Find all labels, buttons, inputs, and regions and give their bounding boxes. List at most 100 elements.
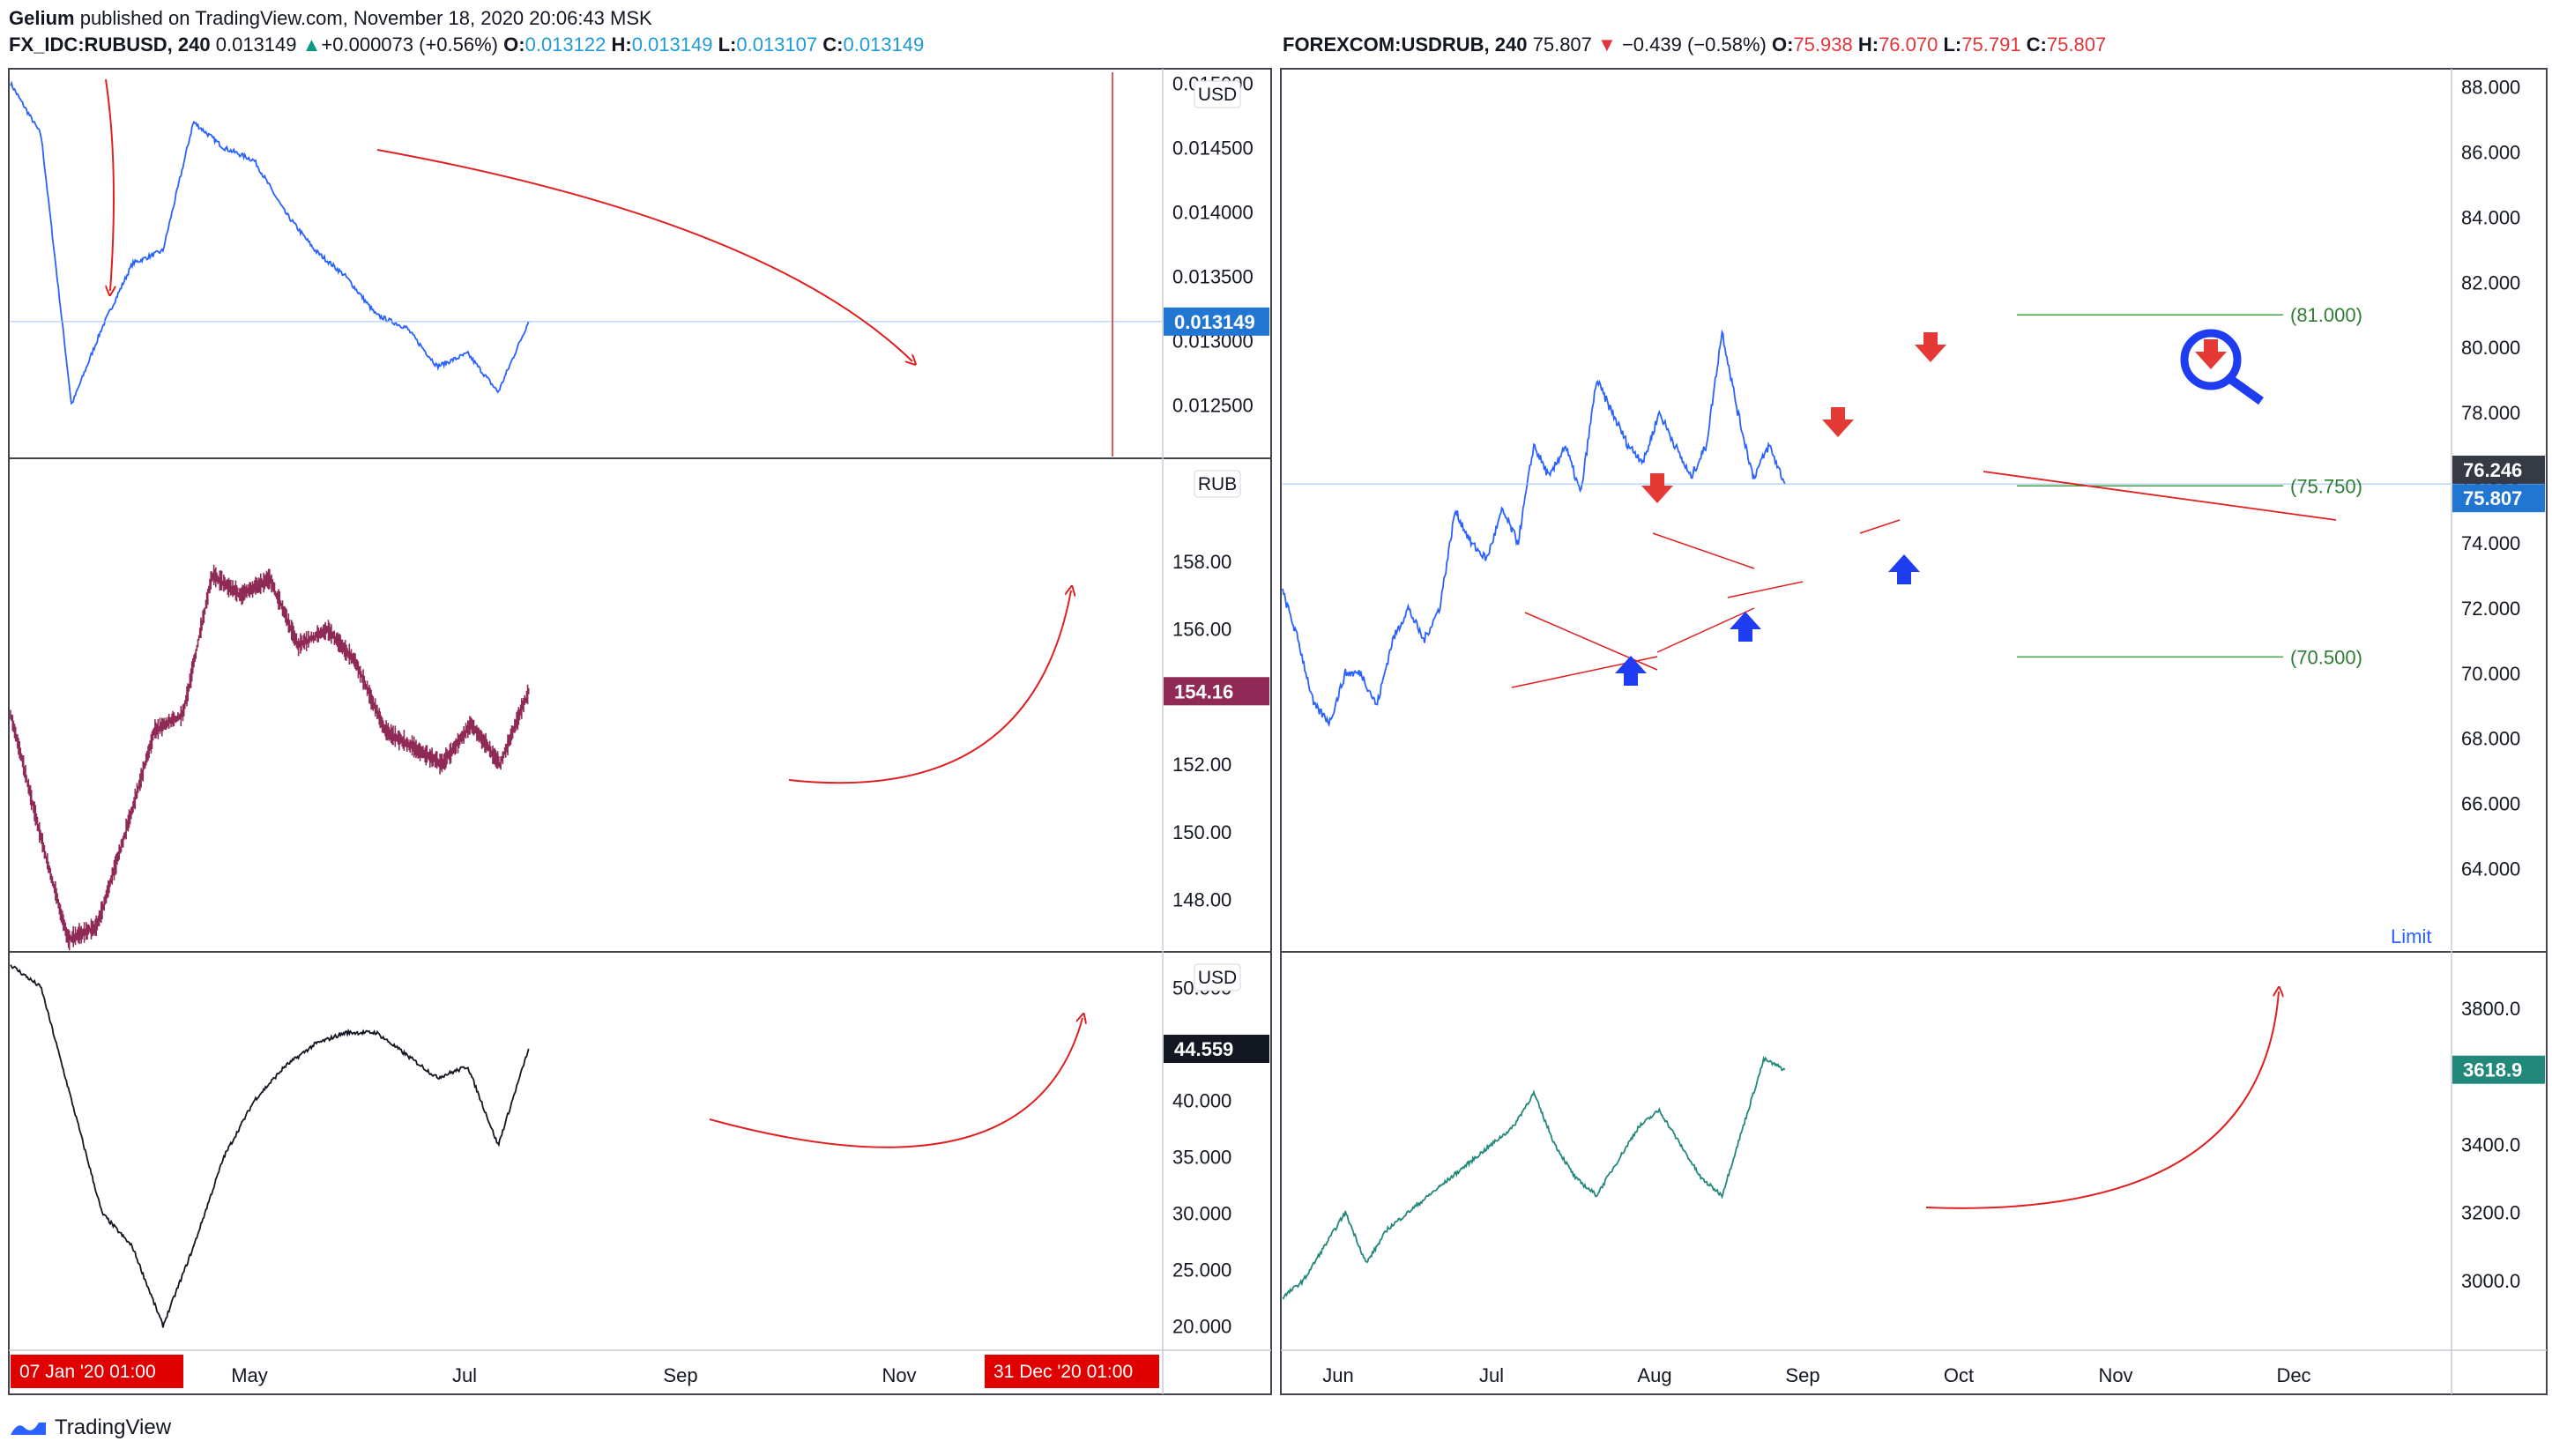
currency-badge: USD bbox=[1194, 80, 1241, 108]
last-price-tag-spx-text: 3618.9 bbox=[2463, 1059, 2522, 1081]
last-price-tag-usd-box bbox=[1164, 1035, 1269, 1064]
y-tick-label: 148.00 bbox=[1172, 888, 1231, 910]
y-tick-label: 0.014500 bbox=[1172, 137, 1254, 160]
left-last: 0.013149 bbox=[215, 33, 297, 56]
red-curved-arrow bbox=[788, 591, 1071, 784]
red-curved-arrow bbox=[106, 78, 114, 291]
prev-close-tag-usdrub-box bbox=[2452, 455, 2545, 484]
publisher-author: Gelium bbox=[9, 7, 75, 29]
right-last: 75.807 bbox=[1532, 33, 1592, 56]
trend-line bbox=[1524, 612, 1658, 671]
right-chart-frame bbox=[1280, 68, 2548, 1395]
red-curved-arrow bbox=[1925, 992, 2279, 1209]
range-start-box bbox=[11, 1355, 183, 1388]
x-tick-label: Sep bbox=[663, 1364, 697, 1386]
magnifier-arrow bbox=[2195, 339, 2227, 369]
series-spx bbox=[1282, 1055, 1786, 1300]
left-chart-header: FX_IDC:RUBUSD, 240 0.013149 ▲+0.000073 (… bbox=[9, 33, 925, 56]
red-curved-arrow bbox=[709, 1018, 1083, 1148]
red-curved-arrow bbox=[376, 149, 912, 361]
y-tick-label: 150.00 bbox=[1172, 821, 1231, 843]
x-tick-label: Dec bbox=[2276, 1364, 2310, 1386]
footer-brand[interactable]: TradingView bbox=[9, 1415, 171, 1440]
y-tick-label: 72.000 bbox=[2461, 598, 2520, 620]
y-tick-label: 74.000 bbox=[2461, 532, 2520, 554]
y-tick-label: 40.000 bbox=[1172, 1089, 1231, 1111]
red-down-arrow-icon bbox=[1915, 332, 1946, 362]
y-tick-label: 3200.0 bbox=[2461, 1202, 2520, 1224]
trend-line bbox=[1859, 519, 1901, 534]
right-close: 75.807 bbox=[2046, 33, 2107, 56]
range-end-tag: 31 Dec '20 01:00 bbox=[985, 1355, 1159, 1388]
left-close: 0.013149 bbox=[843, 33, 925, 56]
right-symbol[interactable]: FOREXCOM:USDRUB, 240 bbox=[1283, 33, 1528, 56]
y-tick-label: 84.000 bbox=[2461, 206, 2520, 228]
y-tick-label: 3000.0 bbox=[2461, 1270, 2520, 1292]
y-tick-label: 0.012500 bbox=[1172, 395, 1254, 417]
last-price-tag-rub-box bbox=[1164, 677, 1269, 706]
blue-up-arrow-icon bbox=[1888, 554, 1920, 584]
left-low: 0.013107 bbox=[736, 33, 818, 56]
right-open: 75.938 bbox=[1793, 33, 1853, 56]
range-start-text: 07 Jan '20 01:00 bbox=[19, 1362, 156, 1382]
series-rub bbox=[10, 564, 530, 951]
y-tick-label: 86.000 bbox=[2461, 141, 2520, 163]
magnifier-handle bbox=[2228, 375, 2264, 405]
y-tick-label: 156.00 bbox=[1172, 619, 1231, 641]
series-usd bbox=[10, 964, 530, 1328]
currency-badge-box bbox=[1194, 963, 1241, 992]
last-price-tag-usd: 44.559 bbox=[1164, 1035, 1269, 1064]
last-price-tag-usdrub: 75.807 bbox=[2452, 484, 2545, 513]
y-tick-label: 3400.0 bbox=[2461, 1133, 2520, 1155]
currency-badge-box bbox=[1194, 470, 1241, 498]
prev-close-tag-usdrub-text: 76.246 bbox=[2463, 459, 2522, 481]
x-tick-label: Nov bbox=[882, 1364, 916, 1386]
last-price-tag-rub: 154.16 bbox=[1164, 677, 1269, 706]
y-tick-label: 3800.0 bbox=[2461, 998, 2520, 1020]
last-price-tag-rubusd-text: 0.013149 bbox=[1174, 311, 1255, 333]
x-tick-label: Jun bbox=[1322, 1364, 1353, 1386]
last-price-tag-usdrub-box bbox=[2452, 484, 2545, 513]
y-tick-label: 0.014000 bbox=[1172, 202, 1254, 224]
x-tick-label: Aug bbox=[1637, 1364, 1671, 1386]
y-tick-label: 68.000 bbox=[2461, 728, 2520, 750]
level-label: (70.500) bbox=[2290, 646, 2362, 668]
x-tick-label: Sep bbox=[1785, 1364, 1819, 1386]
right-down-arrow-icon: ▼ bbox=[1597, 33, 1617, 56]
right-chart-header: FOREXCOM:USDRUB, 240 75.807 ▼ −0.439 (−0… bbox=[1283, 33, 2107, 56]
tradingview-logo-icon bbox=[11, 1423, 46, 1435]
currency-badge-label: RUB bbox=[1198, 474, 1237, 494]
prev-close-tag-usdrub: 76.246 bbox=[2452, 455, 2545, 484]
publisher-text: published on TradingView.com, November 1… bbox=[79, 7, 652, 29]
last-price-tag-usdrub-text: 75.807 bbox=[2463, 487, 2522, 509]
magnifier-ring bbox=[2180, 329, 2242, 390]
series-usdrub bbox=[1282, 329, 1786, 728]
left-open: 0.013122 bbox=[525, 33, 606, 56]
y-tick-label: 66.000 bbox=[2461, 793, 2520, 815]
last-price-tag-usd-text: 44.559 bbox=[1174, 1038, 1233, 1060]
y-tick-label: 64.000 bbox=[2461, 858, 2520, 880]
range-start-tag: 07 Jan '20 01:00 bbox=[11, 1355, 183, 1388]
trend-line bbox=[1983, 471, 2337, 521]
level-label: (81.000) bbox=[2290, 304, 2362, 326]
x-tick-label: May bbox=[231, 1364, 268, 1386]
y-tick-label: 152.00 bbox=[1172, 754, 1231, 776]
publisher-line: Gelium published on TradingView.com, Nov… bbox=[9, 7, 652, 30]
y-tick-label: 82.000 bbox=[2461, 271, 2520, 293]
currency-badge-box bbox=[1194, 80, 1241, 108]
left-symbol[interactable]: FX_IDC:RUBUSD, 240 bbox=[9, 33, 211, 56]
y-tick-label: 70.000 bbox=[2461, 663, 2520, 685]
x-tick-label: Jul bbox=[1479, 1364, 1504, 1386]
last-price-tag-rubusd: 0.013149 bbox=[1164, 307, 1269, 336]
series-rubusd bbox=[10, 80, 530, 405]
y-tick-label: 0.013500 bbox=[1172, 266, 1254, 288]
y-tick-label: 80.000 bbox=[2461, 337, 2520, 359]
level-label: (75.750) bbox=[2290, 475, 2362, 497]
currency-badge: RUB bbox=[1194, 470, 1241, 498]
last-price-tag-rubusd-box bbox=[1164, 307, 1269, 336]
y-tick-label: 25.000 bbox=[1172, 1259, 1231, 1281]
trend-line bbox=[1656, 607, 1755, 653]
trend-line bbox=[1652, 532, 1755, 569]
x-tick-label: Oct bbox=[1944, 1364, 1974, 1386]
